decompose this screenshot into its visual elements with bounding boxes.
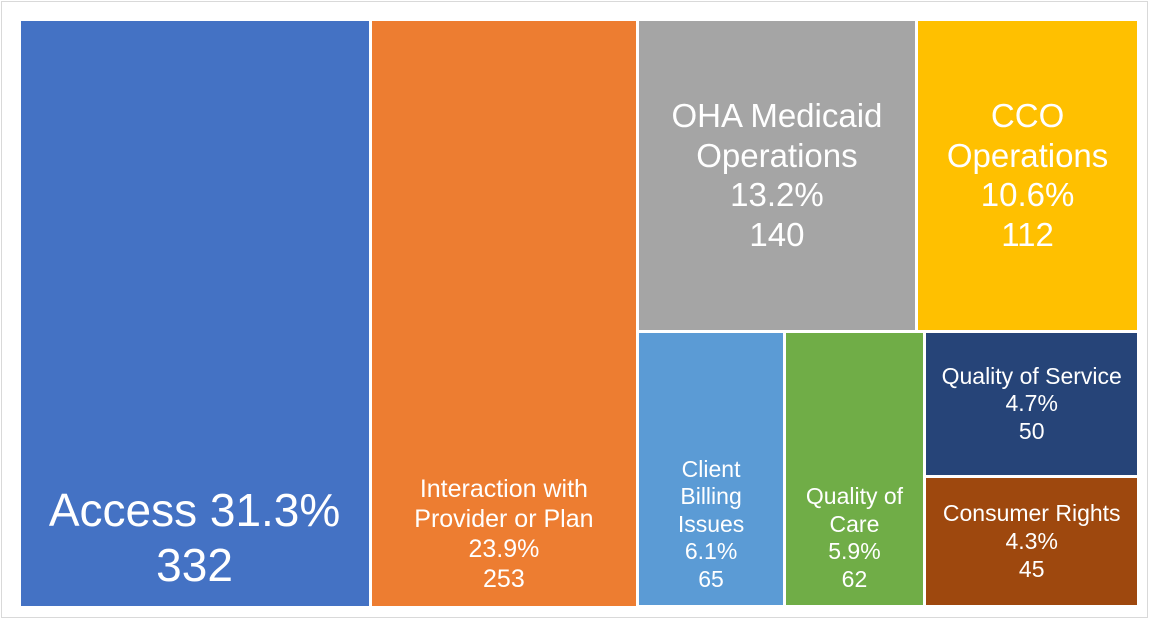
category-name: CCO Operations <box>946 97 1109 174</box>
treemap-tile: Consumer Rights 4.3% 45 <box>925 478 1138 606</box>
tile-label: Quality of Care 5.9% 62 <box>796 483 913 593</box>
category-name: Quality of Care <box>805 483 904 537</box>
treemap-tile: CCO Operations 10.6% 112 <box>917 20 1138 331</box>
tile-label: CCO Operations 10.6% 112 <box>928 96 1128 254</box>
treemap-tile: Access 31.3% 332 <box>20 20 369 606</box>
percent-label: 4.3% <box>1005 527 1058 554</box>
value-label: 65 <box>698 565 724 592</box>
value-label: 140 <box>749 215 805 253</box>
value-label: 332 <box>156 539 233 592</box>
value-label: 45 <box>1018 555 1045 582</box>
tile-label: Access 31.3% 332 <box>49 483 340 593</box>
treemap-tile: Quality of Service 4.7% 50 <box>925 333 1138 476</box>
tile-label: Interaction with Provider or Plan 23.9% 2… <box>382 474 627 594</box>
value-label: 253 <box>483 564 525 593</box>
category-name: Client Billing Issues <box>677 455 745 537</box>
tile-label: Client Billing Issues 6.1% 65 <box>649 456 773 594</box>
value-label: 112 <box>1001 215 1054 253</box>
category-name: Access <box>48 484 198 537</box>
tile-label: OHA Medicaid Operations 13.2% 140 <box>649 96 905 254</box>
treemap-tile: Interaction with Provider or Plan 23.9% 2… <box>371 20 637 606</box>
percent-label: 13.2% <box>730 176 824 214</box>
percent-label: 4.7% <box>1005 390 1058 417</box>
category-name: Interaction with Provider or Plan <box>414 474 594 533</box>
percent-label: 10.6% <box>980 176 1075 214</box>
value-label: 50 <box>1018 417 1045 444</box>
value-label: 62 <box>841 565 868 592</box>
treemap-tile: Quality of Care 5.9% 62 <box>785 333 923 606</box>
category-name: Consumer Rights <box>942 500 1121 527</box>
treemap-tile: OHA Medicaid Operations 13.2% 140 <box>639 20 915 331</box>
percent-label: 31.3% <box>209 484 341 537</box>
treemap-tile: Client Billing Issues 6.1% 65 <box>639 333 783 606</box>
percent-label: 5.9% <box>828 538 881 565</box>
percent-label: 6.1% <box>684 538 738 565</box>
category-name: Quality of Service <box>941 362 1122 389</box>
percent-label: 23.9% <box>468 534 540 563</box>
category-name: OHA Medicaid Operations <box>671 97 883 174</box>
tile-label: Quality of Service 4.7% 50 <box>936 363 1128 446</box>
tile-label: Consumer Rights 4.3% 45 <box>936 500 1128 583</box>
